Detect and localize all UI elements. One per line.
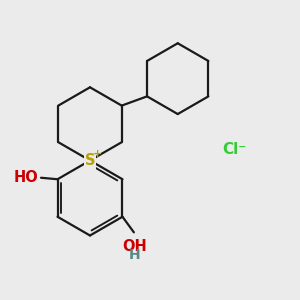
Text: OH: OH [122,239,147,254]
Text: HO: HO [14,170,39,185]
Text: H: H [129,248,141,262]
Text: S: S [85,153,95,168]
Text: Cl⁻: Cl⁻ [222,142,246,158]
Text: +: + [93,149,102,159]
